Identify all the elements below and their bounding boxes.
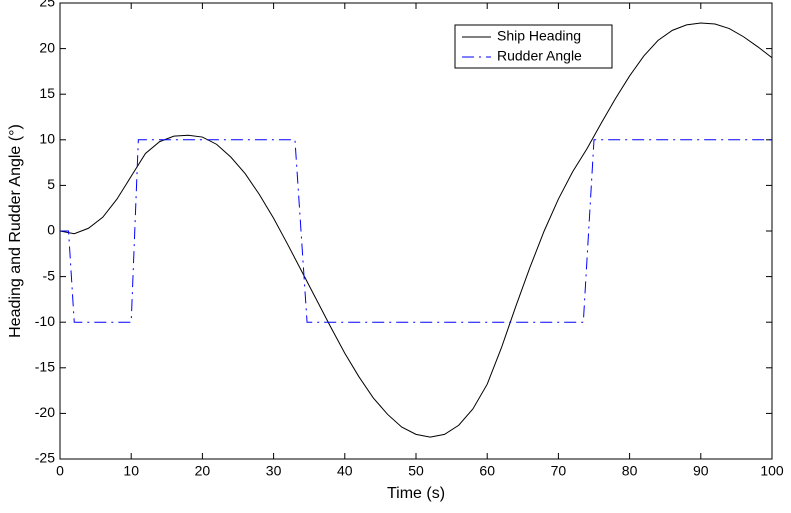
legend-label: Ship Heading	[497, 28, 581, 44]
series-line	[60, 139, 772, 323]
y-tick-label: 5	[47, 176, 55, 192]
y-tick-label: -15	[35, 359, 55, 375]
series-line	[59, 22, 773, 438]
y-tick-label: 0	[47, 222, 55, 238]
legend-box	[454, 24, 613, 69]
x-tick-label: 60	[479, 463, 495, 479]
x-tick-label: 0	[56, 463, 64, 479]
x-tick-label: 50	[408, 463, 424, 479]
x-tick-label: 20	[195, 463, 211, 479]
x-tick-label: 100	[760, 463, 784, 479]
y-tick-label: 15	[39, 85, 55, 101]
y-axis-label: Heading and Rudder Angle (°)	[7, 124, 24, 338]
y-tick-label: 10	[39, 131, 55, 147]
x-axis-label: Time (s)	[387, 485, 445, 502]
x-tick-label: 90	[693, 463, 709, 479]
x-tick-label: 40	[337, 463, 353, 479]
y-tick-label: 25	[39, 0, 55, 10]
y-tick-label: -25	[35, 450, 55, 466]
x-tick-label: 10	[123, 463, 139, 479]
legend-label: Rudder Angle	[497, 48, 582, 64]
y-tick-label: -10	[35, 313, 55, 329]
x-tick-label: 30	[266, 463, 282, 479]
x-tick-label: 70	[551, 463, 567, 479]
plot-frame	[59, 2, 773, 460]
y-tick-label: -20	[35, 404, 55, 420]
y-tick-label: 20	[39, 39, 55, 55]
x-tick-label: 80	[622, 463, 638, 479]
y-tick-label: -5	[43, 267, 56, 283]
